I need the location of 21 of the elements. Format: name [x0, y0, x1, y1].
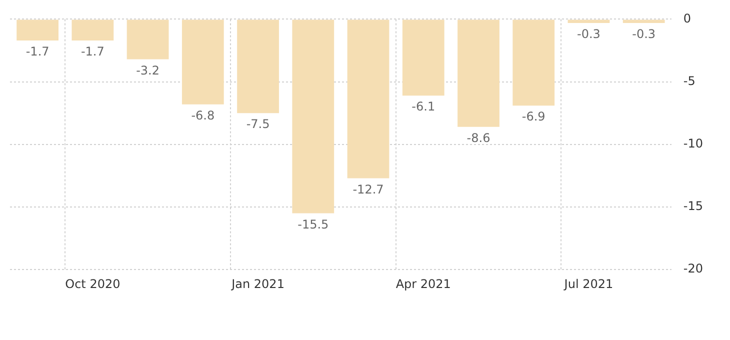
data-label: -0.3 — [577, 27, 600, 42]
data-label: -8.6 — [466, 130, 490, 145]
y-tick-label: -20 — [683, 262, 704, 276]
data-label: -7.5 — [246, 117, 270, 132]
data-label: -6.9 — [522, 110, 546, 124]
data-label: -6.8 — [191, 108, 215, 122]
data-label: -1.7 — [26, 44, 50, 59]
x-tick-label: Oct 2020 — [65, 276, 120, 291]
data-label: -1.7 — [80, 44, 104, 59]
y-tick-label: 0 — [683, 11, 692, 26]
data-label: -12.7 — [352, 182, 384, 196]
x-tick-label: Jul 2021 — [563, 276, 614, 291]
x-tick-label: Jan 2021 — [230, 276, 284, 291]
x-tick-label: Apr 2021 — [396, 276, 451, 291]
data-label: -6.1 — [412, 100, 436, 114]
data-label: -3.2 — [136, 63, 160, 78]
data-label: -0.3 — [632, 27, 656, 42]
y-tick-label: -15 — [683, 199, 704, 214]
data-label: -15.5 — [298, 217, 329, 232]
y-tick-label: -10 — [683, 136, 704, 151]
y-tick-label: -5 — [683, 74, 696, 88]
